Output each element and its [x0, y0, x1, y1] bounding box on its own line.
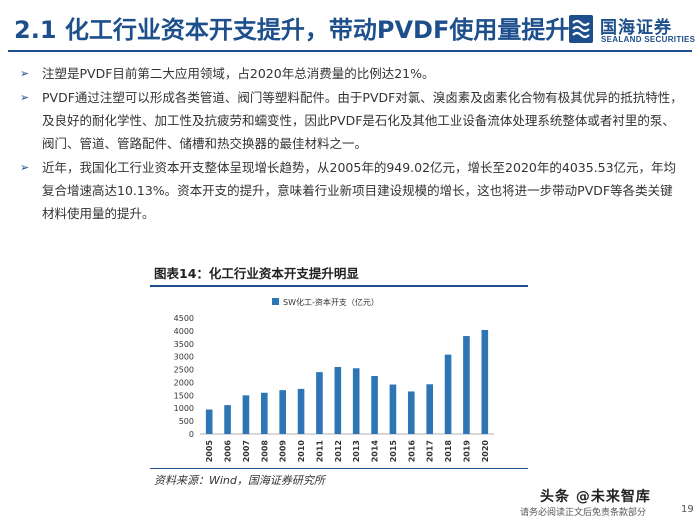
disclaimer-note: 请务必阅读正文后免责条款部分 — [520, 508, 647, 518]
x-tick-label: 2018 — [444, 440, 453, 463]
chart-canvas: 0 500 1000 1500 2000 2500 3000 3500 4000 4500 2005… — [174, 297, 494, 463]
bullet-item: ➢ PVDF通过注塑可以形成各类管道、阀门等塑料配件。由于PVDF对氯、溴卤素及… — [20, 86, 684, 155]
arrow-bullet-icon: ➢ — [20, 91, 30, 104]
bar — [261, 392, 268, 434]
figure-source: 资料来源：Wind，国海证券研究所 — [154, 474, 325, 487]
y-tick-label: 1500 — [174, 391, 194, 400]
logo-name-cn: 国海证券 — [600, 18, 672, 38]
y-tick-label: 0 — [189, 430, 194, 439]
bar — [371, 376, 378, 434]
bar — [444, 354, 452, 434]
bar — [426, 384, 433, 434]
arrow-bullet-icon: ➢ — [20, 161, 30, 174]
x-tick-label: 2010 — [297, 440, 306, 463]
sealand-logo-icon — [569, 15, 593, 43]
bullet-text: 近年，我国化工行业资本开支整体呈现增长趋势，从2005年的949.02亿元，增长… — [42, 160, 677, 221]
bullet-text: PVDF通过注塑可以形成各类管道、阀门等塑料配件。由于PVDF对氯、溴卤素及卤素… — [42, 90, 683, 151]
bar — [224, 405, 231, 434]
x-tick-label: 2005 — [205, 440, 214, 463]
x-tick-label: 2012 — [334, 440, 343, 462]
figure-title-rule — [150, 285, 528, 287]
watermark: 头条 @未来智库 — [540, 489, 651, 505]
y-tick-label: 1000 — [174, 404, 194, 413]
y-tick-label: 500 — [179, 417, 194, 426]
legend-label: SW化工-资本开支（亿元） — [283, 297, 379, 307]
x-tick-label: 2017 — [426, 440, 435, 462]
bullet-list: ➢ 注塑是PVDF目前第二大应用领域，占2020年总消费量的比例达21%。 ➢ … — [20, 62, 684, 225]
x-tick-label: 2009 — [279, 440, 288, 463]
bar — [242, 395, 250, 434]
bar — [389, 384, 397, 434]
y-tick-label: 3500 — [174, 340, 194, 349]
bar — [481, 329, 489, 434]
company-logo: 国海证券 SEALAND SECURITIES — [568, 12, 698, 46]
x-tick-label: 2019 — [462, 440, 471, 463]
logo-name-en: SEALAND SECURITIES — [601, 35, 696, 44]
bar — [297, 388, 305, 434]
page-title: 2.1 化工行业资本开支提升，带动PVDF使用量提升 — [14, 16, 570, 44]
bullet-item: ➢ 注塑是PVDF目前第二大应用领域，占2020年总消费量的比例达21%。 — [20, 62, 684, 85]
y-tick-label: 4000 — [174, 327, 194, 336]
y-tick-label: 3000 — [174, 353, 194, 362]
bar — [316, 372, 323, 434]
x-tick-label: 2015 — [389, 440, 398, 463]
arrow-bullet-icon: ➢ — [20, 67, 30, 80]
x-tick-label: 2016 — [407, 440, 416, 463]
x-tick-label: 2013 — [352, 440, 361, 462]
bullet-text: 注塑是PVDF目前第二大应用领域，占2020年总消费量的比例达21%。 — [42, 66, 435, 81]
bar — [408, 391, 415, 434]
capex-bar-chart: 0 500 1000 1500 2000 2500 3000 3500 4000 4500 2005… — [150, 288, 528, 466]
figure-bottom-rule — [150, 468, 528, 469]
figure-title: 图表14：化工行业资本开支提升明显 — [154, 266, 359, 281]
legend-swatch — [272, 298, 279, 305]
y-tick-label: 2500 — [174, 366, 194, 375]
x-tick-label: 2008 — [260, 440, 269, 463]
page-number: 19 — [681, 504, 694, 515]
x-tick-label: 2007 — [242, 440, 251, 462]
x-tick-label: 2020 — [481, 440, 490, 463]
y-tick-label: 2000 — [174, 378, 194, 387]
bar — [334, 366, 342, 434]
title-divider — [8, 50, 692, 52]
bar — [463, 336, 470, 434]
bullet-item: ➢ 近年，我国化工行业资本开支整体呈现增长趋势，从2005年的949.02亿元，… — [20, 156, 684, 225]
bar — [205, 409, 213, 434]
x-tick-label: 2011 — [315, 440, 324, 463]
y-tick-label: 4500 — [174, 314, 194, 323]
bar — [352, 368, 360, 434]
x-tick-label: 2006 — [224, 440, 233, 463]
x-tick-label: 2014 — [371, 440, 380, 463]
bar — [279, 390, 286, 434]
